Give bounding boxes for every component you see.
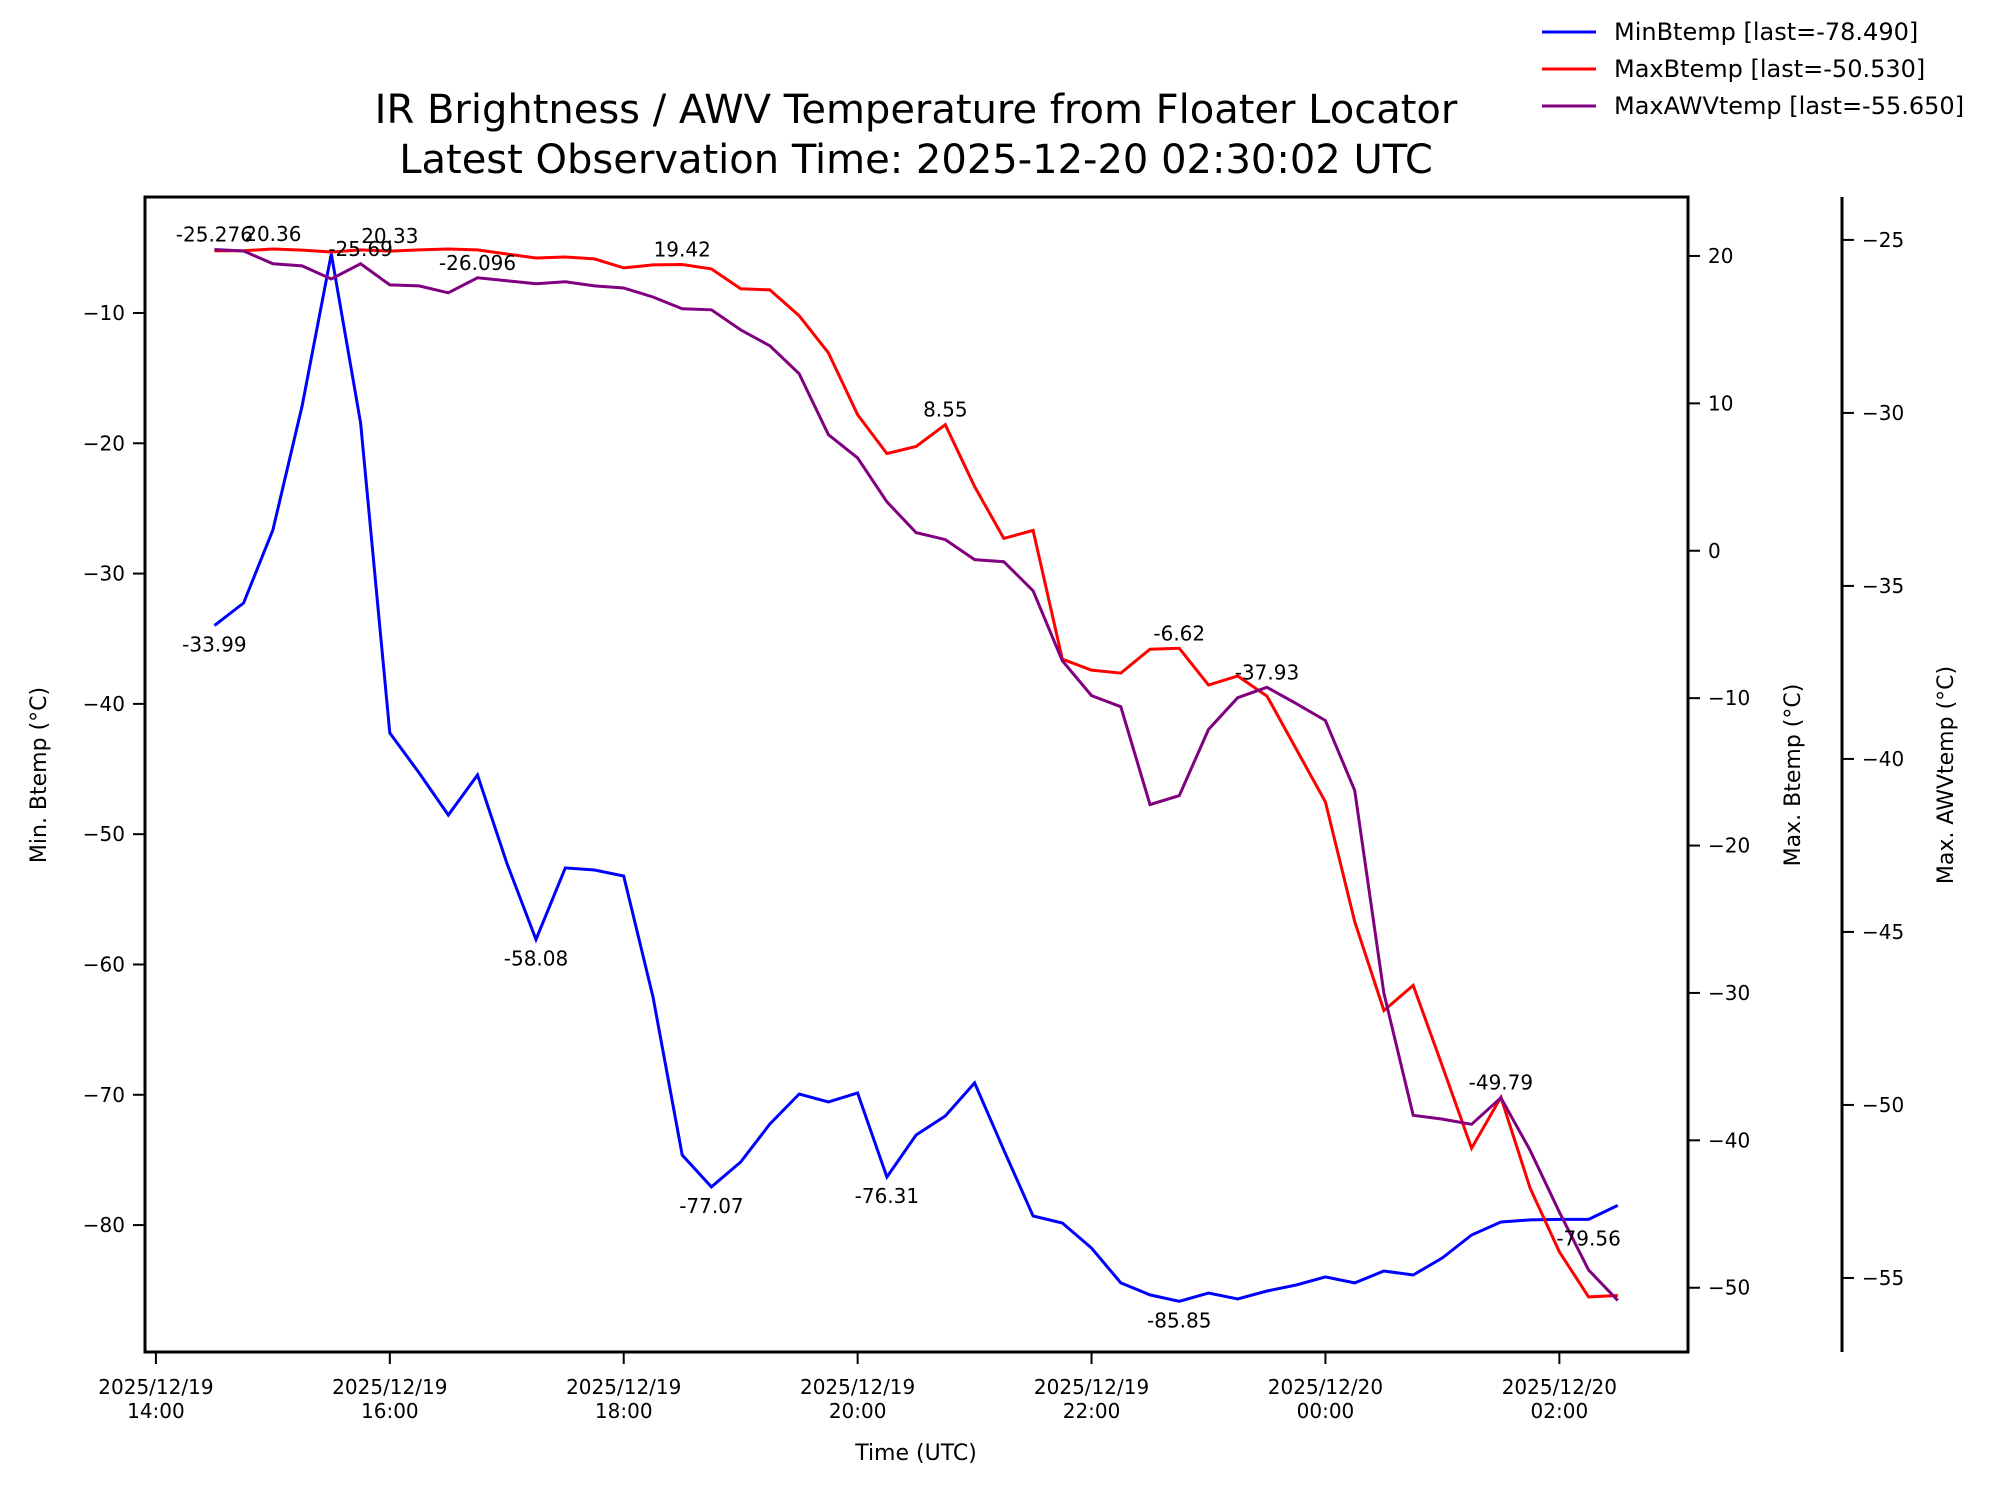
outer-y-tick-label: −30	[1862, 401, 1904, 425]
left-y-tick-label: −80	[83, 1213, 125, 1237]
x-tick-label-time: 20:00	[829, 1399, 887, 1423]
data-label: -33.99	[182, 633, 246, 657]
left-y-tick-label: −70	[83, 1083, 125, 1107]
data-label: 8.55	[923, 398, 968, 422]
outer-y-tick-label: −55	[1862, 1266, 1904, 1290]
outer-y-tick-label: −35	[1862, 574, 1904, 598]
outer-y-tick-label: −40	[1862, 747, 1904, 771]
series-line-MaxBtemp	[214, 247, 1618, 1299]
legend: MinBtemp [last=-78.490] MaxBtemp [last=-5…	[1542, 18, 1964, 120]
x-tick-label-date: 2025/12/20	[1268, 1375, 1383, 1399]
right-y-tick-label: −50	[1708, 1276, 1750, 1300]
x-tick-label-time: 00:00	[1297, 1399, 1355, 1423]
x-tick-label-date: 2025/12/19	[800, 1375, 915, 1399]
data-label: 19.42	[654, 238, 711, 262]
data-label: -85.85	[1147, 1308, 1211, 1332]
left-y-tick-label: −20	[83, 431, 125, 455]
right-y-tick-label: −30	[1708, 981, 1750, 1005]
left-y-tick-label: −10	[83, 301, 125, 325]
chart-subtitle: Latest Observation Time: 2025-12-20 02:3…	[399, 137, 1433, 183]
legend-label-MaxAWVtemp: MaxAWVtemp [last=-55.650]	[1614, 92, 1964, 120]
x-tick-label-time: 18:00	[595, 1399, 653, 1423]
chart-title: IR Brightness / AWV Temperature from Flo…	[375, 87, 1458, 133]
x-tick-label-date: 2025/12/19	[1034, 1375, 1149, 1399]
data-label: -26.096	[439, 251, 516, 275]
right-y-axis-ticks: 20 10 0 −10 −20 −30 −40 −50	[1688, 244, 1750, 1300]
right-y-tick-label: 20	[1708, 244, 1733, 268]
right-y-tick-label: 0	[1708, 539, 1721, 563]
data-label: -76.31	[855, 1184, 919, 1208]
data-label: -49.79	[1469, 1071, 1533, 1095]
data-label: -6.62	[1153, 621, 1205, 645]
data-label: -58.08	[504, 946, 568, 970]
right-y-tick-label: 10	[1708, 391, 1733, 415]
x-tick-label-date: 2025/12/19	[332, 1375, 447, 1399]
right-y-axis-label: Max. Btemp (°C)	[1781, 684, 1806, 867]
x-tick-label-time: 02:00	[1531, 1399, 1589, 1423]
axes-frame	[143, 195, 1690, 1354]
left-y-axis-ticks: −10 −20 −30 −40 −50 −60 −70 −80	[83, 301, 145, 1237]
x-tick-label-time: 22:00	[1063, 1399, 1121, 1423]
outer-y-axis-label: Max. AWVtemp (°C)	[1934, 666, 1959, 884]
right-y-tick-label: −40	[1708, 1128, 1750, 1152]
x-axis-ticks: 2025/12/1914:002025/12/1916:002025/12/19…	[98, 1352, 1617, 1423]
data-label: -25.276	[176, 222, 253, 246]
outer-y-tick-label: −50	[1862, 1093, 1904, 1117]
left-y-axis-label: Min. Btemp (°C)	[27, 687, 52, 863]
plot-series	[213, 247, 1619, 1303]
legend-label-MinBtemp: MinBtemp [last=-78.490]	[1614, 18, 1918, 46]
right-y-tick-label: −10	[1708, 686, 1750, 710]
outer-y-tick-label: −25	[1862, 228, 1904, 252]
series-line-MinBtemp	[213, 253, 1619, 1303]
left-y-tick-label: −50	[83, 822, 125, 846]
data-label: -37.93	[1235, 660, 1299, 684]
outer-y-axis-ticks: −25 −30 −35 −40 −45 −50 −55	[1842, 228, 1904, 1290]
data-label: -77.07	[679, 1194, 743, 1218]
x-tick-label-time: 14:00	[127, 1399, 185, 1423]
x-axis-label: Time (UTC)	[854, 1441, 977, 1466]
x-tick-label-date: 2025/12/20	[1502, 1375, 1617, 1399]
right-y-tick-label: −20	[1708, 834, 1750, 858]
left-y-tick-label: −40	[83, 692, 125, 716]
x-tick-label-time: 16:00	[361, 1399, 419, 1423]
left-y-tick-label: −60	[83, 952, 125, 976]
x-tick-label-date: 2025/12/19	[566, 1375, 681, 1399]
series-line-MaxAWVtemp	[214, 248, 1619, 1302]
data-label: 20.33	[361, 224, 418, 248]
data-label: -79.56	[1556, 1226, 1620, 1250]
data-label: 20.36	[244, 222, 301, 246]
data-label: -25.69	[328, 237, 392, 261]
legend-label-MaxBtemp: MaxBtemp [last=-50.530]	[1614, 55, 1925, 83]
left-y-tick-label: −30	[83, 562, 125, 586]
x-tick-label-date: 2025/12/19	[98, 1375, 213, 1399]
outer-y-tick-label: −45	[1862, 920, 1904, 944]
